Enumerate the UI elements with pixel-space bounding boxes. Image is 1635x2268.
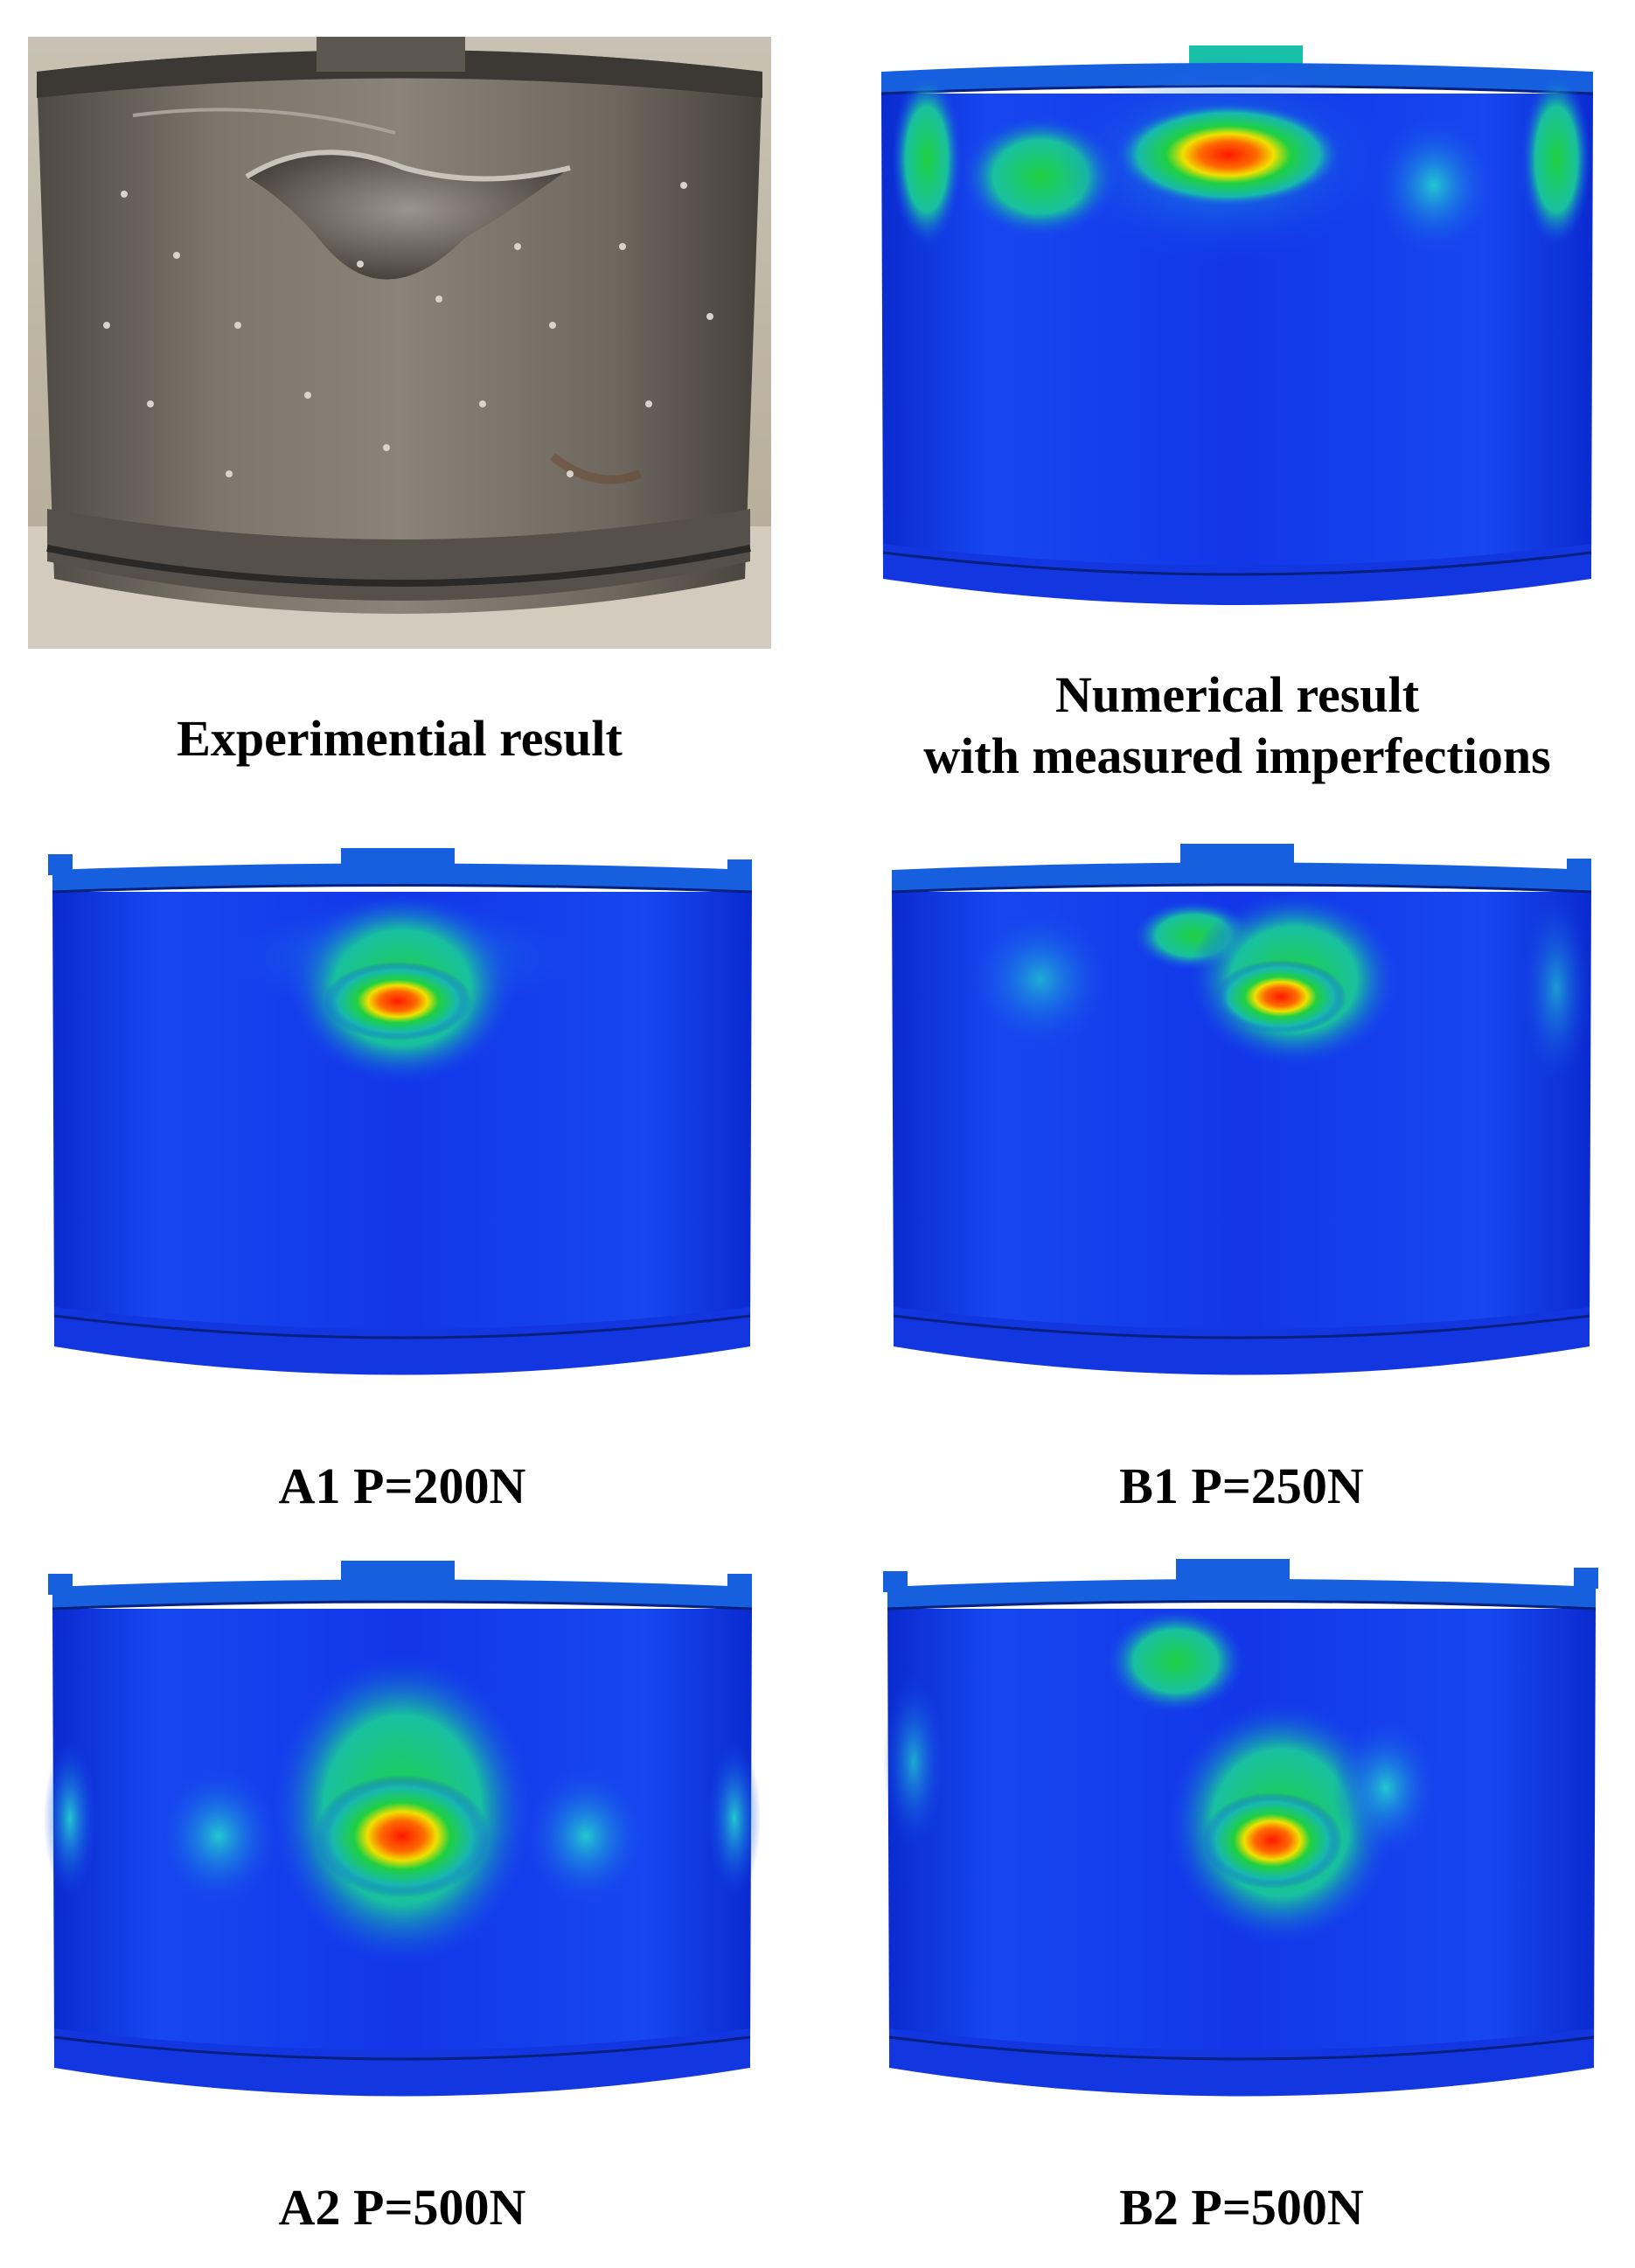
caption-line: B2 P=500N [1119, 2179, 1364, 2236]
contour-b2 [879, 1552, 1604, 2160]
caption-experimental: Experimential result [28, 708, 771, 769]
caption-line: Experimential result [177, 710, 623, 767]
contour-plot [48, 848, 753, 1375]
contour-plot [880, 45, 1594, 605]
contour-a1 [44, 844, 761, 1438]
caption-line: B1 P=250N [1119, 1458, 1364, 1514]
caption-line: Numerical result [1054, 666, 1420, 723]
caption-b1: B1 P=250N [883, 1456, 1600, 1517]
contour-plot [891, 844, 1592, 1375]
caption-line: with measured imperfections [923, 727, 1551, 784]
contour-plot [883, 1559, 1598, 2097]
caption-numerical: Numerical result with measured imperfect… [874, 664, 1600, 786]
contour-b1 [883, 839, 1600, 1438]
contour-plot [44, 1561, 761, 2097]
photo-image [28, 37, 771, 649]
contour-a2 [44, 1556, 761, 2160]
numerical-contour [874, 37, 1600, 649]
caption-a1: A1 P=200N [44, 1456, 761, 1517]
caption-a2: A2 P=500N [44, 2177, 761, 2238]
caption-b2: B2 P=500N [879, 2177, 1604, 2238]
experimental-photo [28, 37, 771, 649]
caption-line: A1 P=200N [278, 1458, 526, 1514]
caption-line: A2 P=500N [278, 2179, 526, 2236]
